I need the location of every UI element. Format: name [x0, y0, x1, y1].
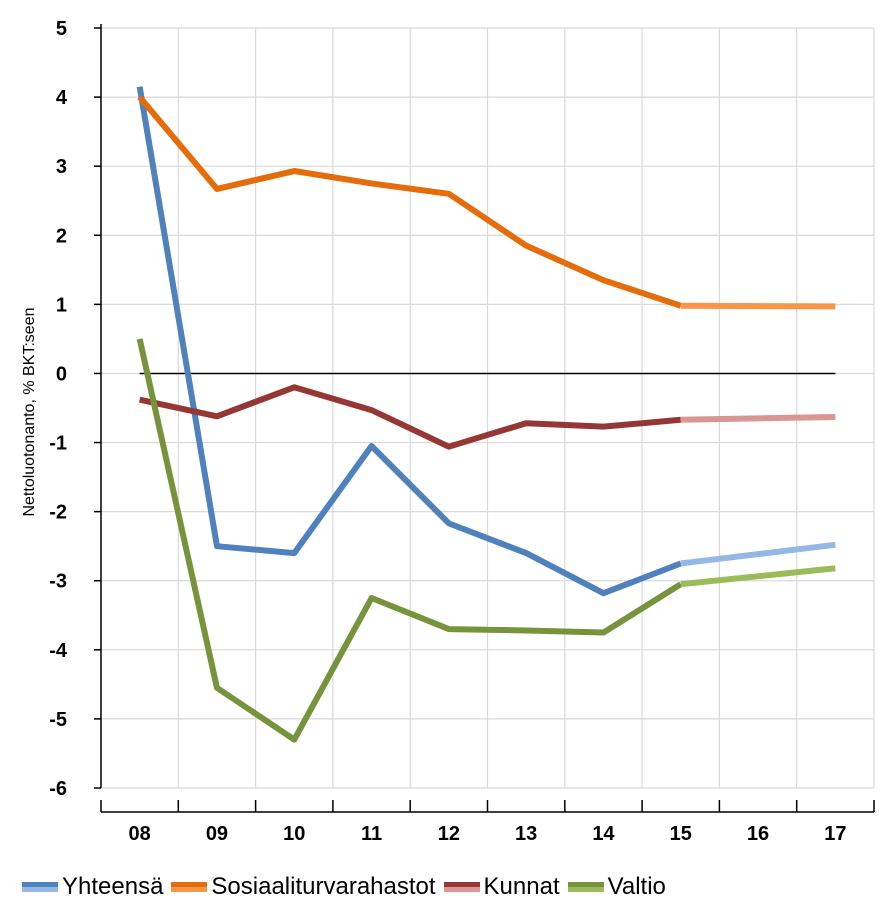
y-tick-label: -5 — [49, 709, 67, 731]
y-tick-label: -6 — [49, 778, 67, 800]
y-tick-label: 5 — [56, 18, 67, 40]
y-tick-label: 3 — [56, 156, 67, 178]
y-tick-label: 0 — [56, 363, 67, 385]
axes — [94, 24, 875, 813]
x-tick-label: 16 — [747, 823, 769, 845]
series-valtio — [136, 338, 836, 743]
y-tick-label: 4 — [56, 87, 68, 109]
series-line-forecast — [680, 413, 836, 423]
y-tick-label: -1 — [49, 433, 67, 455]
series-line-actual — [136, 338, 683, 743]
y-tick-label: 2 — [56, 225, 67, 247]
y-tick-label: 1 — [56, 294, 67, 316]
series-sosiaaliturvarahastot — [137, 95, 836, 310]
legend-label: Yhteensä — [62, 873, 164, 900]
x-tick-label: 15 — [670, 823, 692, 845]
legend-swatch — [22, 882, 58, 892]
legend-label: Kunnat — [483, 873, 560, 900]
y-tick-label: -4 — [49, 640, 68, 662]
x-tick-label: 17 — [824, 823, 846, 845]
series-yhteensä — [136, 86, 836, 597]
legend-item: Valtio — [567, 873, 666, 901]
x-tick-label: 08 — [129, 823, 151, 845]
series-line-actual — [137, 95, 682, 309]
legend-label: Sosiaaliturvarahastot — [211, 873, 436, 900]
series-line-forecast — [680, 541, 836, 567]
x-tick-label: 14 — [592, 823, 615, 845]
series-line-actual — [136, 86, 682, 597]
y-tick-label: -2 — [49, 502, 67, 524]
x-tick-label: 13 — [515, 823, 537, 845]
x-tick-label: 10 — [283, 823, 305, 845]
x-tick-label: 12 — [438, 823, 460, 845]
legend-item: Yhteensä — [22, 873, 163, 901]
legend-swatch — [171, 882, 208, 892]
series-line-forecast — [680, 302, 836, 310]
y-axis-label: Nettoluotonanto, % BKT:seen — [21, 307, 38, 516]
legend-swatch — [443, 882, 480, 892]
series-line-actual — [139, 384, 682, 450]
x-tick-label: 11 — [361, 823, 382, 845]
y-tick-label: -3 — [49, 571, 67, 593]
legend-swatch — [567, 882, 604, 892]
legend-item: Kunnat — [443, 873, 560, 901]
series-kunnat — [139, 384, 836, 450]
legend-item: Sosiaaliturvarahastot — [171, 873, 436, 901]
x-tick-label: 09 — [206, 823, 228, 845]
series-line-forecast — [680, 565, 836, 588]
x-tick-labels: 08 09 10 11 12 13 14 15 16 17 — [129, 823, 847, 845]
y-tick-labels: 5 4 3 2 1 0 -1 -2 -3 -4 -5 -6 — [49, 18, 68, 800]
legend: Yhteensä Sosiaaliturvarahastot Kunnat Valti… — [22, 873, 674, 901]
series-lines — [136, 86, 836, 743]
legend-label: Valtio — [607, 873, 666, 900]
